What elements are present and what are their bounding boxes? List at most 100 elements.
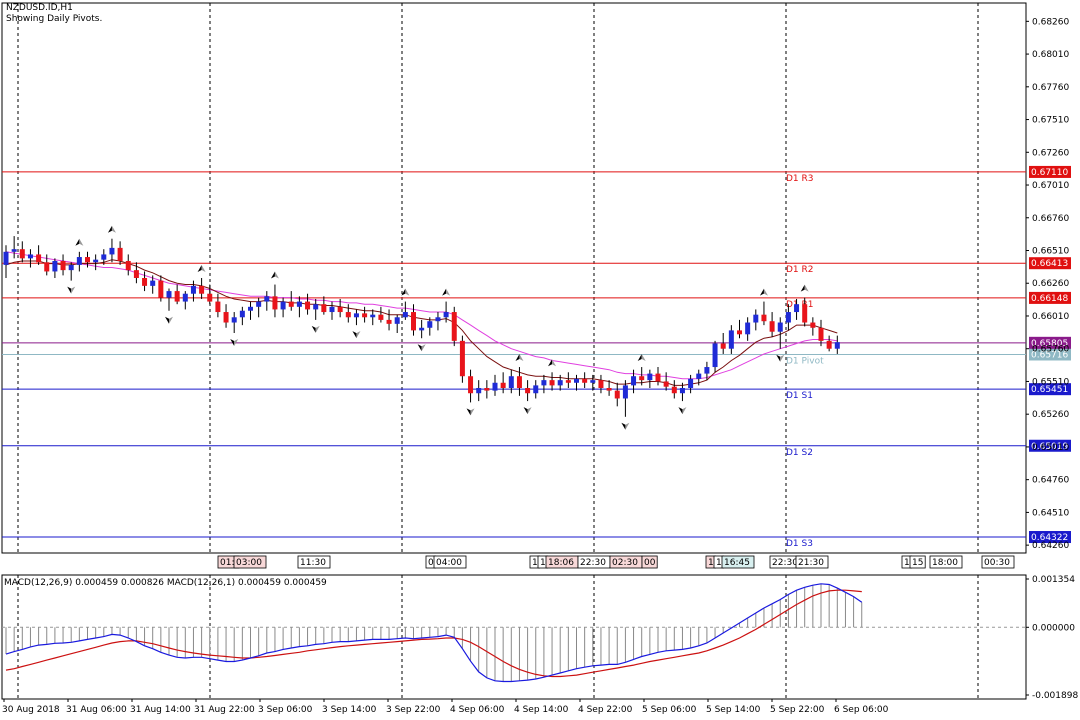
candle-body (525, 388, 531, 394)
macd-title: MACD(12,26,9) 0.000459 0.000826 MACD(12,… (4, 578, 327, 588)
price-tick-label: 0.64760 (1032, 476, 1069, 486)
fractal-up-icon (637, 354, 642, 362)
time-tick-label: 31 Aug 06:00 (66, 705, 127, 715)
price-tag-text: 0.65019 (1031, 442, 1068, 452)
candle-body (565, 380, 571, 383)
candle-body (199, 285, 205, 294)
session-tag-text: 16:45 (724, 558, 750, 568)
candle-body (582, 378, 588, 383)
price-tick-label: 0.66760 (1032, 214, 1069, 224)
time-tick-label: 31 Aug 14:00 (130, 705, 191, 715)
session-tag-text: 1 (708, 558, 714, 568)
price-tick-label: 0.68010 (1032, 50, 1069, 60)
pivot-label: D1 S2 (786, 448, 813, 458)
price-tick-label: 0.65260 (1032, 410, 1069, 420)
fractal-down-icon (356, 331, 361, 339)
candle-body (52, 260, 58, 272)
fractal-up-icon (79, 238, 84, 246)
candle-body (614, 390, 620, 399)
candle-body (133, 270, 139, 278)
session-tag-text: 1 (716, 558, 722, 568)
time-tick-label: 5 Sep 06:00 (642, 705, 697, 715)
session-tag-text: 04:00 (436, 558, 462, 568)
session-tag-text: 1 (540, 558, 546, 568)
candle-body (557, 380, 563, 386)
fractal-down-icon (678, 407, 683, 415)
candle-body (492, 382, 498, 391)
candle-body (500, 382, 506, 388)
pivots-note: Showing Daily Pivots. (6, 14, 103, 24)
candle-body (834, 342, 840, 349)
fractal-down-icon (625, 422, 630, 430)
candle-body (27, 254, 33, 259)
candle-body (712, 343, 718, 368)
price-tag (1029, 257, 1071, 270)
session-tag (233, 555, 267, 569)
session-tag-text: 02:30 (612, 558, 638, 568)
time-tick-label: 3 Sep 06:00 (258, 705, 313, 715)
price-tick-label: 0.65010 (1032, 443, 1069, 453)
candle-body (264, 296, 270, 302)
session-tag-text: 00:30 (984, 558, 1010, 568)
price-tick-label: 0.66010 (1032, 312, 1069, 322)
fractal-up-icon (759, 288, 764, 296)
fractal-down-icon (169, 316, 173, 324)
fractal-down-icon (780, 354, 785, 362)
candle-body (256, 301, 262, 307)
session-tag (641, 555, 658, 569)
price-tag (1029, 439, 1071, 452)
pivot-label: D1 R3 (786, 174, 814, 184)
fractal-up-icon (548, 359, 553, 367)
candle-body (313, 304, 319, 310)
price-tick-label: 0.66510 (1032, 247, 1069, 257)
fractal-up-icon (107, 225, 112, 233)
candle-body (639, 376, 645, 381)
fractal-up-icon (201, 265, 206, 272)
pivot-label: D1 S1 (786, 391, 813, 401)
candle-body (745, 322, 751, 335)
candle-body (158, 280, 164, 298)
candle-body (182, 293, 188, 302)
candle-body (476, 388, 482, 394)
macd-pane (1, 574, 1027, 700)
candle-body (704, 367, 710, 374)
macd-tick-label: -0.001898 (1032, 691, 1078, 701)
candle-body (541, 380, 547, 386)
candle-body (459, 340, 465, 377)
price-tick-label: 0.67010 (1032, 181, 1069, 191)
fractal-down-icon (352, 331, 357, 339)
fractal-up-icon (446, 288, 451, 296)
fractal-down-icon (470, 408, 475, 416)
price-tag (1029, 383, 1071, 396)
fractal-up-icon (405, 288, 410, 296)
pivot-levels: D1 R3 0.67110 D1 R2 0.66413 D1 R1 0.66148 D1 P… (2, 165, 1071, 549)
session-tags: 01: 03:00 11:30 0 04:00 1 1 18:06 22:30 02:30 00 1 1… (217, 555, 1015, 569)
price-tag-text: 0.67110 (1031, 168, 1068, 178)
candle-body (239, 310, 245, 318)
fractal-down-icon (311, 325, 316, 333)
price-pane (1, 2, 1027, 554)
candles (3, 236, 840, 417)
pivot-label: D1 R2 (786, 265, 814, 275)
candle-body (190, 285, 196, 294)
fractal-down-icon (230, 339, 235, 346)
candle-body (305, 301, 311, 310)
session-tag (297, 555, 331, 569)
fractal-down-icon (71, 286, 76, 294)
candle-body (101, 254, 107, 260)
candle-body (19, 249, 25, 259)
price-tag-text: 0.65716 (1031, 350, 1068, 360)
fractal-up-icon (197, 265, 202, 272)
session-tag (433, 555, 467, 569)
candle-body (68, 264, 74, 271)
candle-body (223, 312, 229, 323)
price-tick-label: 0.67510 (1032, 116, 1069, 126)
candle-body (802, 304, 808, 323)
fractal-up-icon (552, 359, 557, 367)
session-tag-text: 21:30 (798, 558, 824, 568)
candle-body (794, 304, 800, 313)
time-tick-label: 4 Sep 06:00 (450, 705, 505, 715)
candle-body (590, 380, 596, 383)
candle-body (631, 376, 637, 386)
